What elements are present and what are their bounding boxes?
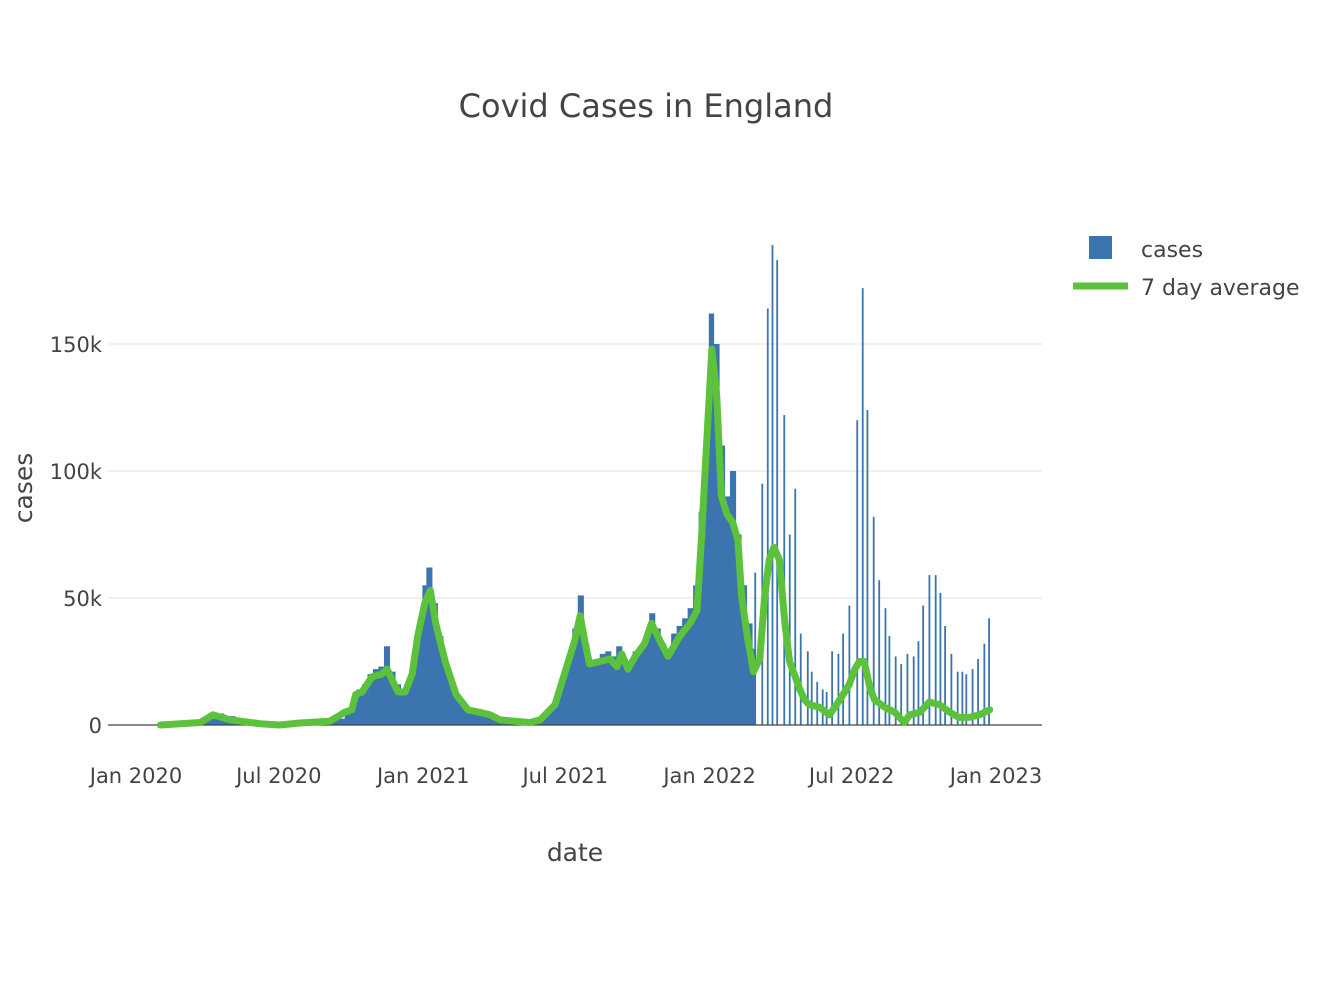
cases-bar [794, 489, 796, 725]
cases-bar [594, 659, 600, 725]
cases-bar [842, 634, 844, 725]
legend-item-cases[interactable]: cases [1089, 236, 1203, 263]
cases-bar [627, 664, 633, 725]
y-tick-labels: 0 50k 100k 150k [50, 333, 103, 738]
legend: cases 7 day average [1073, 236, 1300, 301]
cases-bar [589, 662, 595, 726]
x-tick-label: Jan 2023 [948, 764, 1043, 788]
x-tick-label: Jul 2021 [520, 764, 607, 788]
cases-bar [837, 654, 839, 725]
x-axis-title: date [547, 838, 603, 867]
legend-label-cases: cases [1141, 238, 1203, 263]
legend-label-7-day-average: 7 day average [1141, 276, 1300, 301]
x-tick-label: Jan 2021 [375, 764, 470, 788]
legend-item-7-day-average[interactable]: 7 day average [1073, 276, 1300, 301]
x-tick-label: Jan 2022 [661, 764, 756, 788]
cases-bar [811, 672, 813, 725]
y-tick-label: 0 [89, 714, 102, 738]
gridlines [108, 344, 1042, 598]
cases-bar [725, 496, 731, 725]
cases-bar [807, 651, 809, 725]
cases-bar [400, 692, 406, 725]
cases-bar [767, 308, 769, 725]
x-tick-labels: Jan 2020 Jul 2020 Jan 2021 Jul 2021 Jan 2022… [88, 764, 1043, 788]
cases-bar [856, 420, 858, 725]
cases-bar [772, 245, 774, 725]
cases-bar [776, 260, 778, 725]
cases-bar [384, 646, 390, 725]
y-tick-label: 150k [50, 333, 103, 357]
y-axis-title: cases [9, 453, 38, 524]
x-tick-label: Jul 2020 [234, 764, 321, 788]
cases-bar [754, 573, 756, 725]
cases-bar [800, 634, 802, 725]
x-tick-label: Jan 2020 [88, 764, 183, 788]
cases-bar [730, 471, 736, 725]
y-tick-label: 50k [63, 587, 103, 611]
cases-bar [666, 649, 672, 725]
chart-title: Covid Cases in England [459, 87, 834, 125]
cases-bars [160, 245, 990, 725]
cases-bar [848, 606, 850, 725]
legend-bar-swatch [1089, 236, 1112, 259]
y-tick-label: 100k [50, 460, 103, 484]
cases-bar [638, 646, 644, 725]
x-tick-label: Jul 2022 [807, 764, 894, 788]
